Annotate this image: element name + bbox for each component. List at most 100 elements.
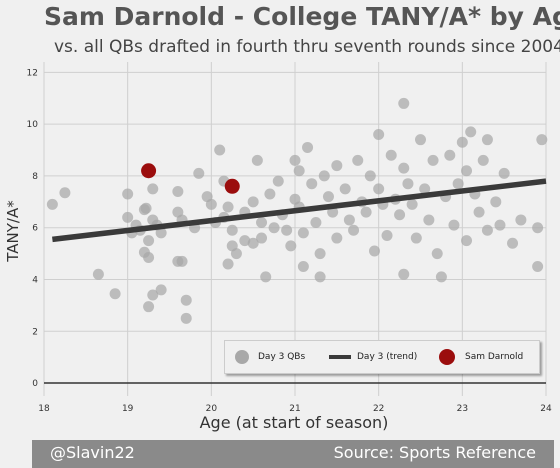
- data-point: [140, 202, 152, 214]
- data-point: [331, 160, 343, 172]
- data-point: [226, 224, 238, 236]
- darnold-point: [224, 178, 240, 194]
- y-axis-label: TANY/A*: [4, 200, 22, 263]
- data-point: [515, 214, 527, 226]
- data-point: [394, 209, 406, 221]
- legend-swatch-trend: [329, 355, 351, 359]
- data-point: [147, 289, 159, 301]
- data-point: [172, 185, 184, 197]
- data-point: [435, 271, 447, 283]
- darnold-point: [141, 163, 157, 179]
- data-point: [331, 232, 343, 244]
- x-axis-label: Age (at start of season): [200, 413, 389, 432]
- data-point: [147, 183, 159, 195]
- data-point: [122, 211, 134, 223]
- data-point: [398, 268, 410, 280]
- data-point: [310, 217, 322, 229]
- data-point: [343, 214, 355, 226]
- data-point: [247, 237, 259, 249]
- data-point: [461, 165, 473, 177]
- data-point: [180, 312, 192, 324]
- data-point: [205, 198, 217, 210]
- data-point: [461, 235, 473, 247]
- data-point: [247, 196, 259, 208]
- data-point: [532, 261, 544, 273]
- data-point: [444, 149, 456, 161]
- data-point: [251, 154, 263, 166]
- data-point: [481, 134, 493, 146]
- data-point: [532, 222, 544, 234]
- data-point: [122, 188, 134, 200]
- data-point: [477, 154, 489, 166]
- data-point: [398, 97, 410, 109]
- footer-bar: @Slavin22 Source: Sports Reference: [32, 440, 554, 468]
- data-point: [256, 217, 268, 229]
- data-point: [297, 261, 309, 273]
- data-point: [373, 128, 385, 140]
- y-tick-label: 10: [27, 120, 39, 130]
- legend-label-darnold: Sam Darnold: [465, 352, 524, 362]
- data-point: [193, 167, 205, 179]
- y-tick-label: 12: [27, 68, 38, 78]
- data-point: [176, 255, 188, 267]
- data-point: [264, 188, 276, 200]
- y-tick-label: 6: [32, 224, 38, 234]
- data-point: [180, 294, 192, 306]
- data-point: [214, 144, 226, 156]
- data-point: [348, 224, 360, 236]
- data-point: [230, 248, 242, 260]
- data-point: [373, 183, 385, 195]
- data-point: [281, 224, 293, 236]
- data-point: [302, 141, 314, 153]
- legend-item-darnold: Sam Darnold: [439, 341, 523, 373]
- y-tick-label: 2: [32, 327, 38, 337]
- data-point: [431, 248, 443, 260]
- data-point: [402, 178, 414, 190]
- legend-item-trend: Day 3 (trend): [329, 341, 417, 373]
- legend-swatch-darnold: [439, 349, 455, 365]
- data-point: [256, 232, 268, 244]
- data-point: [327, 206, 339, 218]
- legend-item-day3: Day 3 QBs: [235, 341, 305, 373]
- data-point: [272, 175, 284, 187]
- footer-handle: @Slavin22: [50, 443, 135, 462]
- data-point: [297, 227, 309, 239]
- data-point: [456, 136, 468, 148]
- data-point: [155, 227, 167, 239]
- data-point: [481, 224, 493, 236]
- data-point: [360, 206, 372, 218]
- grid: [43, 62, 547, 396]
- data-point: [398, 162, 410, 174]
- data-point: [452, 178, 464, 190]
- data-point: [314, 248, 326, 260]
- data-point: [498, 167, 510, 179]
- data-point: [406, 198, 418, 210]
- darnold-points: [141, 163, 240, 194]
- footer-source: Source: Sports Reference: [333, 443, 536, 462]
- legend-label-trend: Day 3 (trend): [357, 352, 418, 362]
- data-point: [448, 219, 460, 231]
- data-point: [339, 183, 351, 195]
- y-tick-label: 0: [32, 379, 38, 389]
- data-point: [507, 237, 519, 249]
- data-point: [289, 154, 301, 166]
- data-point: [143, 251, 155, 263]
- data-point: [364, 170, 376, 182]
- data-point: [381, 229, 393, 241]
- data-point: [318, 170, 330, 182]
- data-point: [222, 258, 234, 270]
- data-point: [46, 198, 58, 210]
- data-point: [155, 284, 167, 296]
- data-point: [222, 201, 234, 213]
- trend-line: [52, 178, 547, 243]
- legend-label-day3: Day 3 QBs: [258, 352, 306, 362]
- data-point: [465, 126, 477, 138]
- data-point: [473, 206, 485, 218]
- data-point: [109, 288, 121, 300]
- data-point: [59, 187, 71, 199]
- data-point: [268, 222, 280, 234]
- data-point: [352, 154, 364, 166]
- data-point: [419, 183, 431, 195]
